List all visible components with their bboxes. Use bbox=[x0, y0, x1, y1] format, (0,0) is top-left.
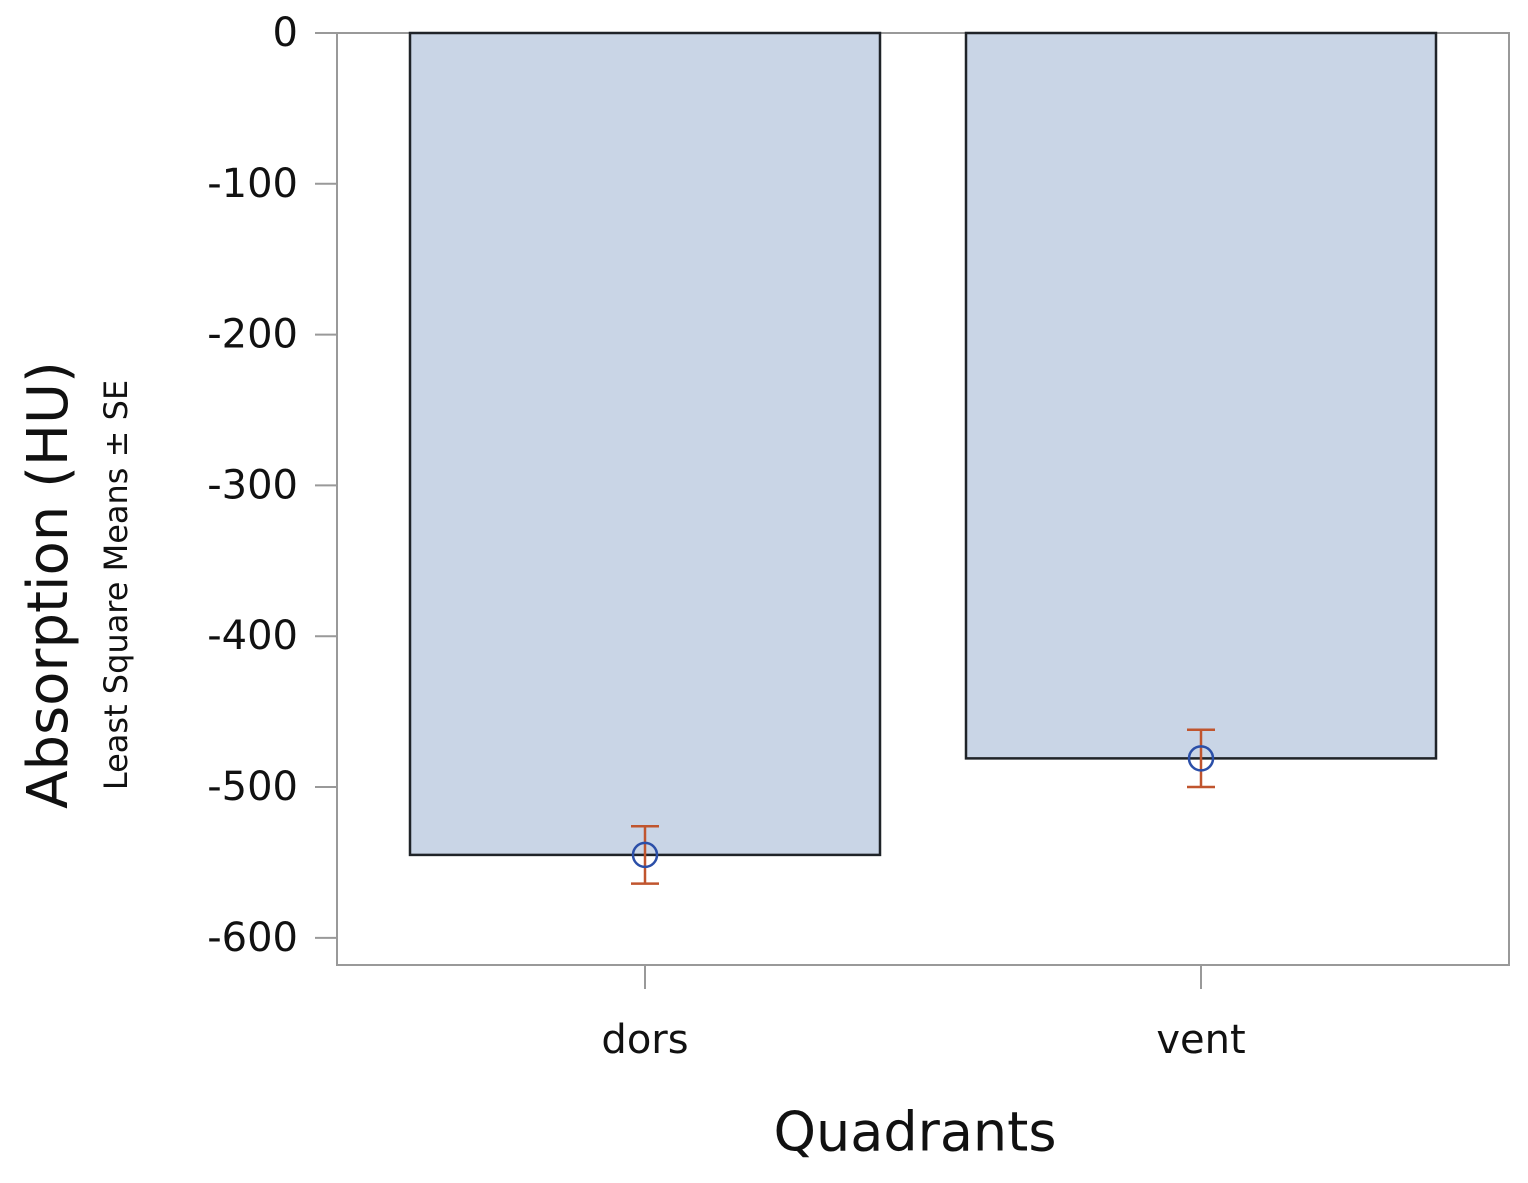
y-tick-label: -100 bbox=[207, 161, 298, 207]
x-tick-label: vent bbox=[1156, 1017, 1245, 1063]
y-tick-label: -300 bbox=[207, 462, 298, 508]
mean-marker bbox=[1187, 745, 1215, 772]
bar bbox=[408, 31, 882, 857]
y-axis-label: Absorption (HU) bbox=[16, 361, 81, 809]
x-axis-label: Quadrants bbox=[774, 1101, 1057, 1164]
plot-frame bbox=[336, 32, 1510, 966]
y-tick-label: -200 bbox=[207, 312, 298, 358]
x-tick-label: dors bbox=[601, 1017, 688, 1063]
y-tick-label: -400 bbox=[207, 613, 298, 659]
y-axis-sublabel: Least Square Means ± SE bbox=[97, 380, 135, 790]
mean-marker bbox=[631, 841, 659, 869]
y-tick-label: 0 bbox=[273, 10, 298, 56]
y-tick-label: -500 bbox=[207, 764, 298, 810]
y-tick-label: -600 bbox=[207, 915, 298, 961]
bar bbox=[964, 31, 1438, 760]
